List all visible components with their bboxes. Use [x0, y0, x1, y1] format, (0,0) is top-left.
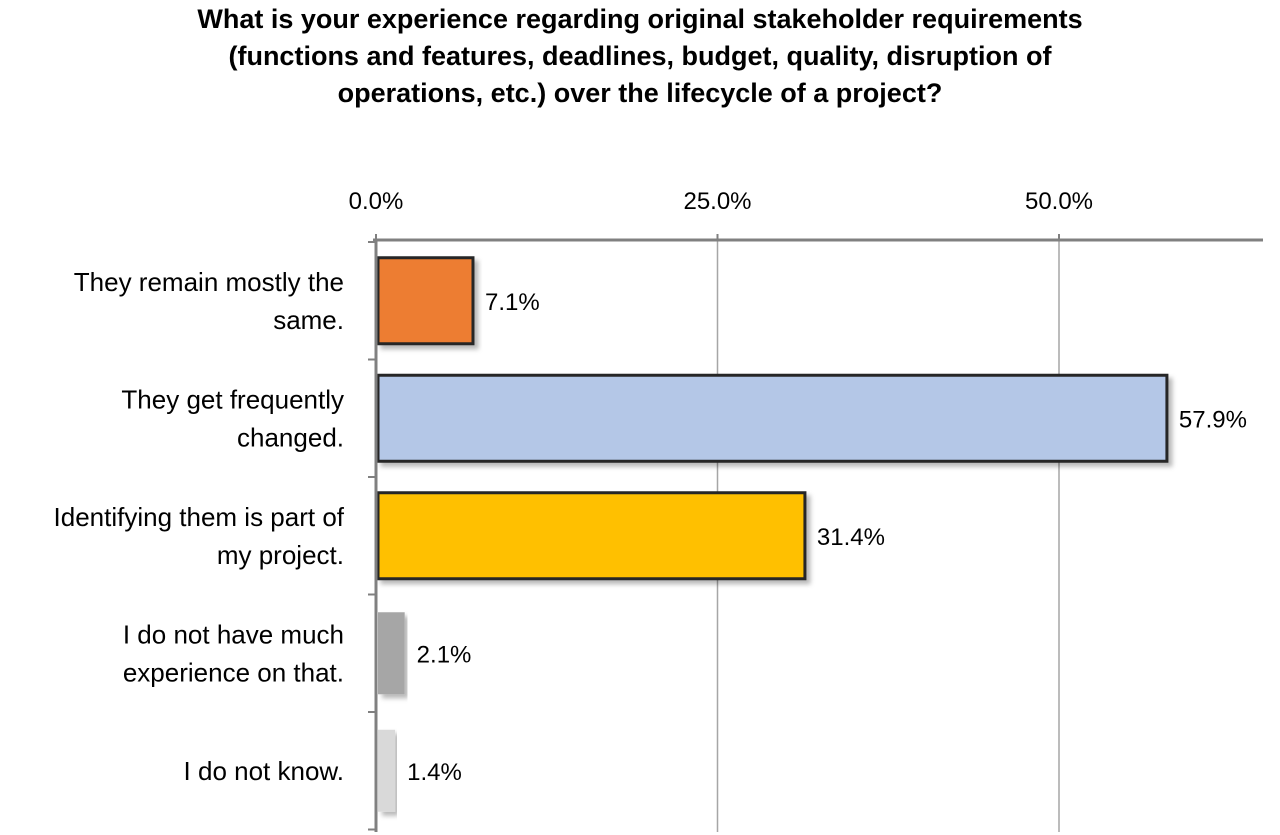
value-label: 7.1%	[485, 289, 540, 316]
labels: 0.0% 25.0% 50.0% 7.1% They remain mostly the…	[54, 188, 1247, 786]
axes	[368, 234, 1263, 832]
bar-4	[378, 729, 396, 812]
category-label: same.	[273, 305, 344, 335]
category-label: I do not know.	[184, 756, 344, 786]
bar-2	[376, 491, 807, 581]
category-label: I do not have much	[123, 619, 344, 649]
chart-title-line-1: What is your experience regarding origin…	[197, 4, 1083, 34]
value-label: 1.4%	[407, 759, 462, 786]
category-label: They remain mostly the	[74, 267, 344, 297]
bar-3	[378, 612, 405, 695]
value-label: 2.1%	[417, 641, 472, 668]
chart-title-line-2: (functions and features, deadlines, budg…	[228, 41, 1052, 71]
x-tick-label: 50.0%	[1025, 188, 1093, 215]
x-tick-label: 25.0%	[683, 188, 751, 215]
bar-1	[376, 373, 1169, 463]
value-label: 57.9%	[1179, 406, 1247, 433]
category-label: They get frequently	[121, 384, 344, 414]
x-tick-label: 0.0%	[349, 188, 404, 215]
chart-title-line-3: operations, etc.) over the lifecycle of …	[337, 78, 943, 108]
category-label: changed.	[237, 422, 344, 452]
chart-title: What is your experience regarding origin…	[0, 0, 1280, 112]
category-label: Identifying them is part of	[54, 502, 345, 532]
value-label: 31.4%	[817, 524, 885, 551]
bar-0	[376, 256, 475, 346]
category-label: experience on that.	[123, 657, 344, 687]
category-label: my project.	[217, 540, 344, 570]
bars	[376, 256, 1169, 812]
